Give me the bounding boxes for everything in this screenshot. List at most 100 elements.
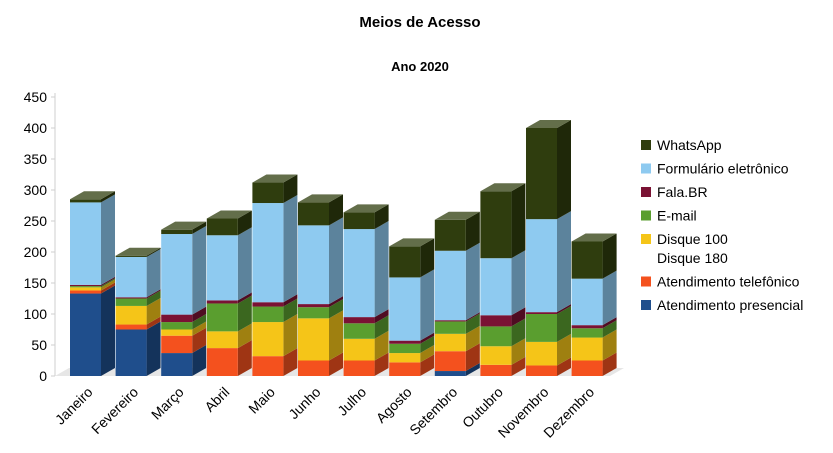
bar-segment — [434, 313, 480, 334]
bar-segment — [161, 306, 207, 323]
bar-segment — [480, 338, 526, 365]
bar-segment — [70, 282, 115, 294]
bar-segment — [389, 269, 435, 341]
bar-segment — [434, 343, 480, 372]
legend-item: Atendimento presencial — [641, 297, 803, 313]
bar-top — [343, 204, 389, 213]
bar-segment — [298, 352, 343, 376]
legend-item: Formulário eletrônico — [641, 161, 789, 177]
bar-segment — [389, 345, 435, 363]
bar-segment — [480, 250, 526, 316]
bar-segment — [343, 221, 389, 318]
bar-segment — [115, 321, 161, 376]
legend-swatch — [641, 163, 651, 174]
x-tick-label: Agosto — [373, 384, 415, 426]
bar-segment — [206, 295, 252, 332]
y-tick-label: 250 — [24, 213, 48, 229]
bar-segment — [526, 357, 571, 376]
bar-segment — [115, 297, 161, 325]
bar-segment — [571, 270, 617, 326]
y-tick-label: 150 — [24, 275, 48, 291]
bar-segment — [70, 194, 115, 285]
bar-top — [434, 211, 480, 220]
bar-segment — [389, 238, 435, 278]
legend-item: Disque 100 Disque 180 — [641, 231, 728, 266]
legend-item: E-mail — [641, 208, 697, 224]
bar-segment — [206, 227, 252, 301]
bar-segment — [252, 174, 298, 204]
bar-segment — [343, 330, 389, 361]
bar-segment — [480, 307, 526, 327]
bar-segment — [526, 333, 571, 366]
bars — [70, 120, 617, 376]
bar-top — [161, 221, 207, 230]
bar-segment — [526, 306, 571, 342]
bar-top — [571, 233, 617, 242]
bar-segment — [298, 296, 343, 308]
bar-segment — [389, 354, 435, 376]
legend-swatch — [641, 140, 651, 150]
bar-segment — [389, 335, 435, 354]
bar-top — [298, 194, 343, 203]
bar-top — [480, 183, 526, 192]
bar-segment — [70, 191, 115, 203]
legend-item: Fala.BR — [641, 184, 708, 200]
x-tick-label: Abril — [201, 384, 232, 415]
y-tick-label: 450 — [24, 89, 48, 105]
bar-segment — [252, 195, 298, 303]
bar-segment — [252, 314, 298, 357]
bar-segment — [115, 247, 161, 257]
bar-segment — [526, 211, 571, 313]
bar-segment — [343, 352, 389, 376]
bar-segment — [343, 204, 389, 230]
bar-segment — [115, 316, 161, 330]
bar-segment — [161, 221, 207, 235]
bar-top — [252, 174, 298, 183]
bar-segment — [252, 348, 298, 376]
bar-segment — [206, 340, 252, 376]
legend-label: Disque 100 Disque 180 — [657, 231, 728, 266]
x-tick-label: Julho — [334, 384, 369, 419]
legend-swatch — [641, 187, 651, 197]
y-tick-label: 100 — [24, 306, 48, 322]
bar-segment — [434, 312, 480, 322]
legend-swatch — [641, 210, 651, 221]
legend: WhatsApp Formulário eletrônico Fala.BR E-ma… — [641, 137, 803, 313]
bar-segment — [70, 278, 115, 288]
bar-segment — [571, 320, 617, 338]
bar-segment — [161, 321, 207, 336]
x-tick-label: Maio — [245, 384, 278, 417]
x-tick-label: Setembro — [406, 384, 460, 438]
bar-segment — [389, 332, 435, 344]
bar-segment — [206, 323, 252, 349]
y-tick-label: 0 — [39, 368, 47, 384]
bar-segment — [298, 310, 343, 361]
bar-segment — [480, 183, 526, 259]
bar-segment — [571, 317, 617, 329]
bar-segment — [343, 315, 389, 339]
legend-label: Fala.BR — [657, 184, 708, 200]
bar-segment — [434, 325, 480, 352]
bar-segment — [115, 289, 161, 299]
legend-item: Atendimento telefônico — [641, 274, 800, 290]
bar-top — [526, 120, 571, 128]
legend-swatch — [641, 276, 651, 287]
legend-swatch — [641, 300, 651, 310]
y-tick-label: 350 — [24, 151, 48, 167]
x-tick-label: Dezembro — [540, 384, 597, 441]
bar-segment — [434, 242, 480, 321]
bar-segment — [298, 217, 343, 305]
bar-top — [389, 238, 435, 247]
y-tick-label: 200 — [24, 244, 48, 260]
bar-segment — [206, 292, 252, 304]
bar-segment — [161, 327, 207, 354]
x-tick-label: Junho — [285, 384, 323, 422]
y-tick-label: 50 — [31, 337, 47, 353]
legend-item: WhatsApp — [641, 137, 722, 153]
bar-segment — [298, 194, 343, 226]
legend-label: Atendimento presencial — [657, 297, 803, 313]
bar-segment — [115, 248, 161, 298]
x-tick-label: Fevereiro — [88, 384, 141, 437]
